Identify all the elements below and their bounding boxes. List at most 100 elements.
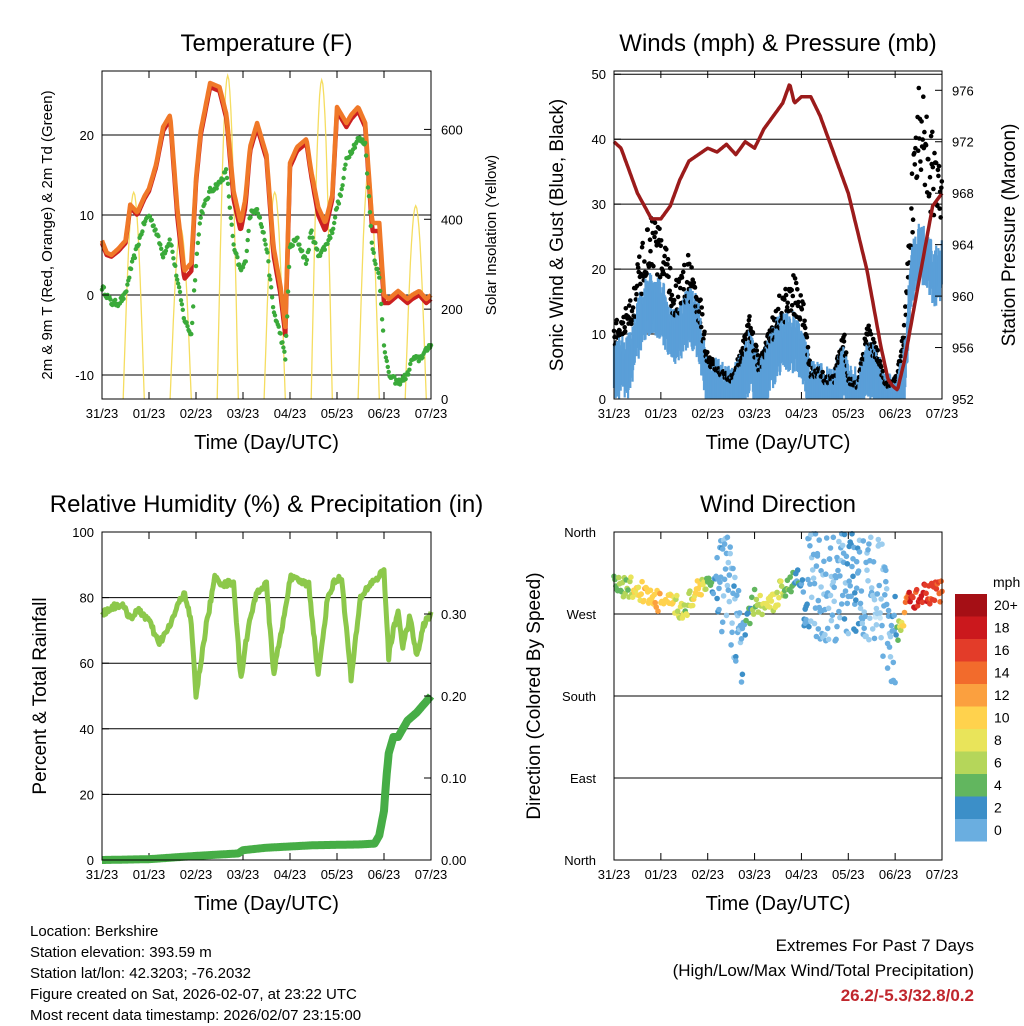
- gust-point: [777, 293, 782, 299]
- direction-point: [684, 612, 690, 619]
- x-tick-label: 31/23: [86, 406, 119, 421]
- direction-point: [811, 620, 818, 627]
- direction-point: [823, 535, 830, 541]
- x-tick-label: 04/23: [785, 867, 818, 882]
- direction-point: [871, 596, 878, 603]
- gust-point: [657, 226, 662, 232]
- y-tick-label: 100: [72, 525, 94, 540]
- direction-point: [813, 563, 820, 569]
- x-tick-label: 01/23: [645, 867, 678, 882]
- dewpoint-point: [406, 372, 411, 377]
- gust-point: [878, 364, 884, 370]
- direction-point: [861, 625, 867, 632]
- dewpoint-point: [267, 273, 272, 278]
- direction-point: [867, 615, 873, 621]
- direction-point: [657, 590, 663, 597]
- gust-point: [843, 350, 849, 355]
- direction-point: [877, 610, 883, 616]
- dewpoint-point: [231, 242, 236, 247]
- dewpoint-point: [378, 288, 383, 294]
- y2-tick-label: 956: [952, 341, 974, 356]
- gust-point: [702, 329, 707, 335]
- colorbar-label: 2: [994, 800, 1002, 816]
- extremes-block: Extremes For Past 7 Days (High/Low/Max W…: [673, 933, 974, 1008]
- direction-point: [898, 627, 904, 634]
- direction-point: [919, 599, 926, 606]
- x-tick-label: 06/23: [368, 406, 401, 421]
- direction-point: [733, 658, 739, 664]
- gust-point: [664, 247, 669, 252]
- direction-point: [719, 546, 726, 552]
- gust-point: [909, 206, 914, 211]
- dewpoint-point: [408, 361, 413, 367]
- y2-tick-label: 600: [441, 122, 463, 137]
- dewpoint-point: [167, 237, 172, 242]
- y-axis-label: Sonic Wind & Gust (Blue, Black): [547, 99, 568, 371]
- dewpoint-point: [140, 229, 145, 234]
- direction-point: [866, 636, 872, 643]
- direction-point: [638, 591, 644, 597]
- dewpoint-point: [257, 215, 263, 220]
- gust-point: [747, 314, 752, 319]
- gust-point: [936, 163, 942, 169]
- colorbar-swatch: [955, 796, 987, 819]
- gust-point: [681, 287, 686, 292]
- dewpoint-point: [290, 243, 295, 248]
- dewpoint-point: [347, 154, 352, 160]
- direction-point: [705, 575, 712, 582]
- direction-point: [736, 610, 743, 616]
- y2-tick-label: 400: [441, 212, 463, 227]
- direction-point: [635, 584, 642, 591]
- x-tick-label: 01/23: [133, 867, 166, 882]
- direction-point: [841, 531, 848, 538]
- gust-point: [746, 317, 752, 323]
- direction-point: [629, 594, 636, 600]
- direction-point: [842, 588, 849, 594]
- direction-point: [674, 608, 681, 614]
- direction-point: [890, 659, 897, 666]
- dewpoint-point: [228, 215, 233, 221]
- direction-point: [826, 556, 833, 562]
- direction-point: [723, 612, 730, 619]
- speed-colorbar: mph 20+ 18 16 14 12 10 8 6 4 2 0: [955, 574, 1020, 842]
- dewpoint-point: [235, 255, 240, 260]
- colorbar-swatch: [955, 594, 987, 617]
- y2-tick-label: 960: [952, 289, 974, 304]
- direction-point: [835, 567, 841, 574]
- gust-point: [924, 114, 929, 120]
- direction-point: [836, 538, 842, 545]
- direction-point: [727, 544, 733, 550]
- y2-tick-label: 0.00: [441, 853, 466, 868]
- gust-point: [916, 85, 922, 91]
- x-tick-label: 04/23: [785, 406, 818, 421]
- direction-point: [725, 587, 732, 593]
- y-tick-label: North: [564, 525, 596, 540]
- gust-point: [698, 297, 703, 303]
- dewpoint-point: [234, 251, 239, 256]
- dewpoint-point: [407, 367, 412, 372]
- gust-point: [783, 286, 788, 292]
- dewpoint-point: [173, 263, 178, 268]
- direction-point: [708, 579, 715, 586]
- dewpoint-point: [202, 201, 207, 207]
- dewpoint-point: [171, 256, 176, 261]
- direction-point: [729, 629, 735, 636]
- gust-point: [687, 261, 692, 267]
- direction-point: [895, 637, 901, 643]
- recent-timestamp-text: Most recent data timestamp: 2026/02/07 2…: [30, 1007, 362, 1024]
- x-tick-label: 06/23: [879, 867, 912, 882]
- gust-point: [680, 269, 686, 275]
- direction-point: [689, 602, 696, 609]
- colorbar-label: 6: [994, 755, 1002, 771]
- x-tick-label: 03/23: [738, 406, 771, 421]
- chart-title: Winds (mph) & Pressure (mb): [619, 30, 936, 57]
- colorbar-swatch: [955, 706, 987, 729]
- direction-point: [811, 580, 818, 587]
- x-tick-label: 04/23: [274, 406, 307, 421]
- humidity-precip-panel: Relative Humidity (%) & Precipitation (i…: [30, 491, 483, 915]
- dewpoint-point: [380, 328, 386, 333]
- dewpoint-point: [365, 185, 371, 190]
- dewpoint-point: [191, 288, 197, 293]
- gust-point: [639, 244, 645, 250]
- gust-point: [614, 317, 620, 323]
